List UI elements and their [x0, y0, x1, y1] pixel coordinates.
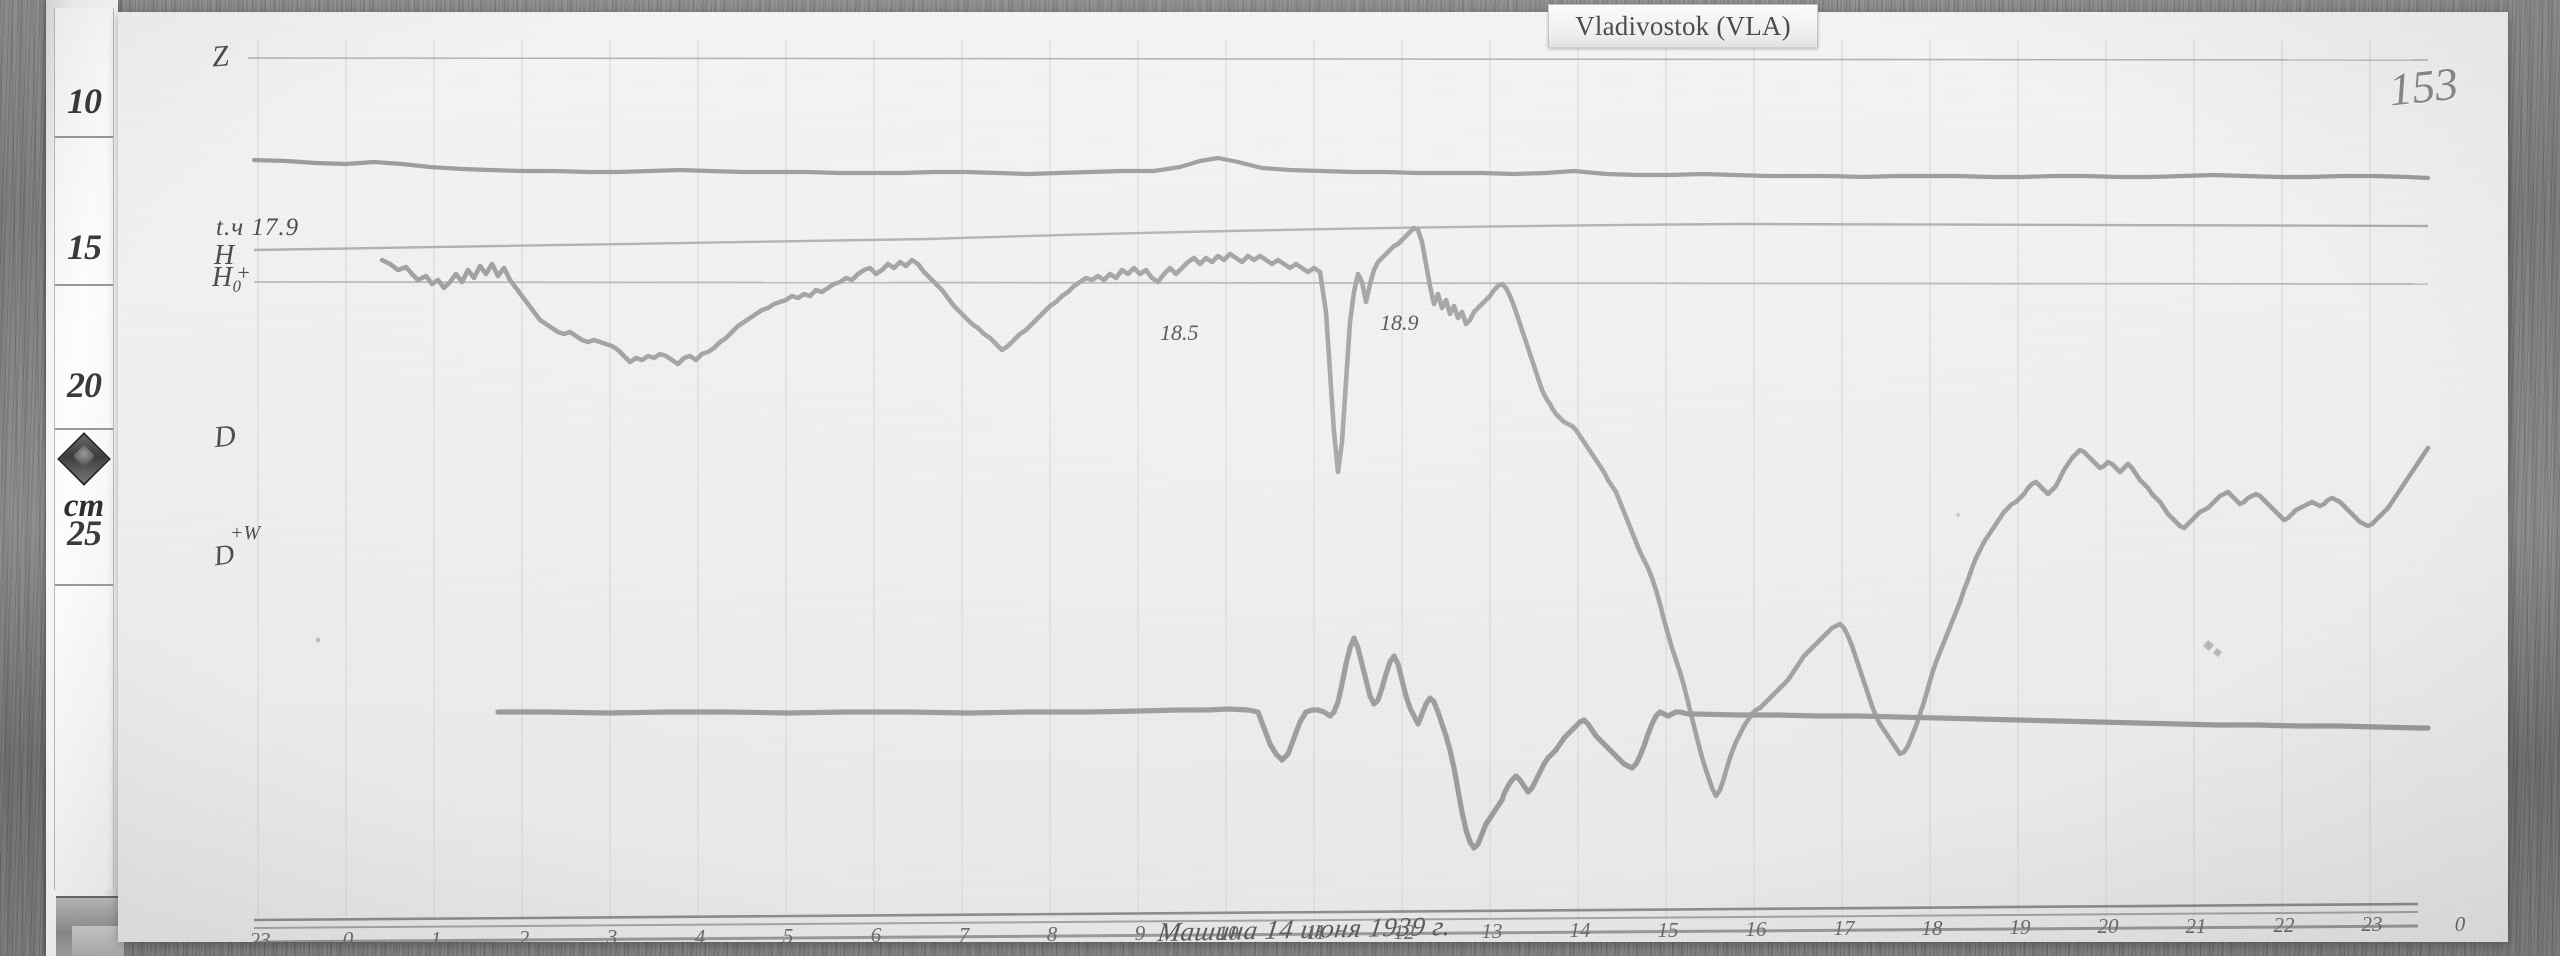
trace-label-z: Z [210, 39, 230, 74]
hour-tick-14: 14 [1569, 918, 1591, 943]
time-axis-rails [253, 902, 2419, 942]
hour-tick-23: 23 [2361, 912, 2383, 937]
hour-tick-3: 3 [606, 925, 618, 950]
hour-tick-0: 0 [2454, 911, 2466, 936]
vertical-gridlines [257, 40, 2371, 917]
ruler-tick-15 [55, 284, 113, 286]
ruler-unit-label: cm [63, 488, 105, 524]
hour-tick-11: 11 [1306, 920, 1326, 945]
ruler-scale-body: 10 15 20 cm 25 [54, 8, 114, 890]
hour-tick-2: 2 [518, 926, 530, 951]
temperature-label-start: t.ч 17.9 [216, 214, 300, 241]
temperature-note-late: 18.9 [1380, 310, 1419, 335]
diamond-emblem-icon [57, 432, 111, 486]
temperature-note-mid: 18.5 [1160, 320, 1199, 345]
hour-tick-1: 1 [430, 926, 442, 951]
trace-label-d-plus-w: +W [230, 522, 261, 544]
hour-tick-12: 12 [1393, 919, 1415, 944]
z-reference-line [247, 57, 2429, 61]
trace-label-h0: H₀ [212, 262, 242, 293]
ruler-tick-20 [55, 428, 113, 430]
paper-speck-1 [315, 637, 321, 643]
ruler-label-15: 15 [67, 227, 102, 267]
ruler-label-10: 10 [67, 81, 102, 121]
ruler-label-25: 25 [67, 513, 102, 553]
hour-tick-17: 17 [1833, 916, 1855, 941]
hour-tick-8: 8 [1046, 922, 1058, 947]
hour-tick-19: 19 [2009, 914, 2031, 939]
hour-tick-10: 10 [1217, 920, 1239, 945]
hour-tick-6: 6 [870, 923, 882, 948]
ruler-tick-25 [55, 584, 113, 586]
paper-ruler: 10 15 20 cm 25 [46, 0, 124, 956]
hour-tick-18: 18 [1921, 915, 1943, 940]
magnetogram-plot [118, 12, 2508, 942]
ruler-base-block-shadow [72, 926, 124, 956]
paper-speck-3 [2203, 640, 2222, 657]
h-baseline-reference [253, 281, 2429, 285]
magnetogram-sheet: Z t.ч 17.9 H + H₀ D D +W 18.5 18.9 153 М… [118, 12, 2508, 952]
hour-tick-13: 13 [1481, 918, 1503, 943]
trace-label-h-plus: + [236, 260, 251, 285]
hour-tick-15: 15 [1657, 917, 1679, 942]
hour-tick-7: 7 [958, 922, 970, 947]
hour-tick-23: 23 [249, 928, 271, 952]
trace-d [495, 635, 2431, 851]
hour-tick-0: 0 [342, 927, 354, 952]
paper-speck-2 [1956, 513, 1960, 517]
station-name-label: Vladivostok (VLA) [1548, 4, 1818, 48]
ruler-tick-10 [55, 136, 113, 138]
hour-tick-9: 9 [1134, 921, 1146, 946]
trace-h [379, 225, 2431, 799]
hour-tick-5: 5 [782, 924, 794, 949]
trace-z [251, 155, 2431, 181]
ruler-label-20: 20 [67, 365, 102, 405]
hour-tick-20: 20 [2097, 914, 2119, 939]
trace-label-h: H [214, 240, 235, 271]
page-number: 153 [2386, 57, 2461, 116]
hour-tick-16: 16 [1745, 916, 1767, 941]
hour-tick-22: 22 [2273, 913, 2295, 938]
hour-tick-4: 4 [694, 924, 706, 949]
trace-label-d: D [212, 418, 238, 455]
magnetogram-traces [118, 12, 2508, 942]
hour-tick-21: 21 [2185, 913, 2207, 938]
